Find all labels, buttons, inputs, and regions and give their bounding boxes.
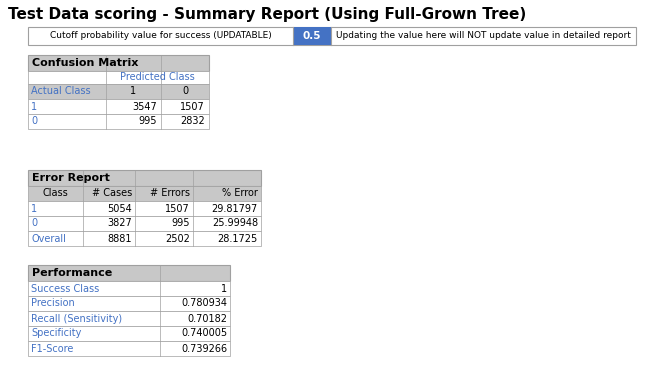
Text: Performance: Performance — [32, 268, 113, 278]
Text: # Cases: # Cases — [92, 188, 132, 199]
Text: 995: 995 — [138, 117, 157, 126]
Text: Class: Class — [42, 188, 68, 199]
Text: 0.740005: 0.740005 — [181, 328, 227, 339]
Text: 0.780934: 0.780934 — [181, 298, 227, 308]
Text: 5054: 5054 — [107, 204, 132, 213]
Text: Specificity: Specificity — [31, 328, 81, 339]
Bar — [28, 55, 209, 71]
Text: 0: 0 — [31, 117, 37, 126]
Text: 3547: 3547 — [132, 101, 157, 112]
Bar — [28, 341, 230, 356]
Text: 29.81797: 29.81797 — [212, 204, 258, 213]
Text: 0.739266: 0.739266 — [181, 344, 227, 353]
Text: Test Data scoring - Summary Report (Using Full-Grown Tree): Test Data scoring - Summary Report (Usin… — [8, 7, 526, 22]
Text: 995: 995 — [171, 218, 190, 229]
Text: Predicted Class: Predicted Class — [120, 73, 195, 83]
Bar — [28, 170, 261, 186]
Bar — [28, 326, 230, 341]
Bar — [28, 114, 209, 129]
Text: % Error: % Error — [222, 188, 258, 199]
Text: 1: 1 — [221, 284, 227, 294]
Bar — [28, 281, 230, 296]
Bar — [28, 99, 209, 114]
Text: 0.5: 0.5 — [303, 31, 321, 41]
Text: Error Report: Error Report — [32, 173, 110, 183]
Text: 2832: 2832 — [180, 117, 205, 126]
Bar — [28, 186, 261, 201]
Bar — [293, 27, 331, 45]
Text: 1: 1 — [31, 204, 37, 213]
Bar — [28, 296, 230, 311]
Text: 28.1725: 28.1725 — [218, 234, 258, 243]
Text: 1507: 1507 — [166, 204, 190, 213]
Text: Success Class: Success Class — [31, 284, 99, 294]
Text: Precision: Precision — [31, 298, 75, 308]
Bar — [28, 265, 230, 281]
Bar — [28, 27, 636, 45]
Text: 8881: 8881 — [107, 234, 132, 243]
Text: 2502: 2502 — [165, 234, 190, 243]
Bar — [28, 84, 209, 99]
Text: 0.70182: 0.70182 — [187, 314, 227, 323]
Text: 1: 1 — [130, 87, 136, 96]
Text: Actual Class: Actual Class — [31, 87, 91, 96]
Text: F1-Score: F1-Score — [31, 344, 73, 353]
Text: # Errors: # Errors — [150, 188, 190, 199]
Text: 25.99948: 25.99948 — [212, 218, 258, 229]
Bar — [28, 231, 261, 246]
Text: 1: 1 — [31, 101, 37, 112]
Bar — [28, 311, 230, 326]
Bar — [28, 201, 261, 216]
Text: 0: 0 — [31, 218, 37, 229]
Text: Recall (Sensitivity): Recall (Sensitivity) — [31, 314, 122, 323]
Bar — [28, 71, 209, 84]
Bar — [28, 216, 261, 231]
Text: Updating the value here will NOT update value in detailed report: Updating the value here will NOT update … — [336, 32, 631, 41]
Text: 3827: 3827 — [107, 218, 132, 229]
Text: Confusion Matrix: Confusion Matrix — [32, 58, 138, 68]
Text: 0: 0 — [182, 87, 188, 96]
Text: Cutoff probability value for success (UPDATABLE): Cutoff probability value for success (UP… — [50, 32, 271, 41]
Text: Overall: Overall — [31, 234, 66, 243]
Text: 1507: 1507 — [180, 101, 205, 112]
